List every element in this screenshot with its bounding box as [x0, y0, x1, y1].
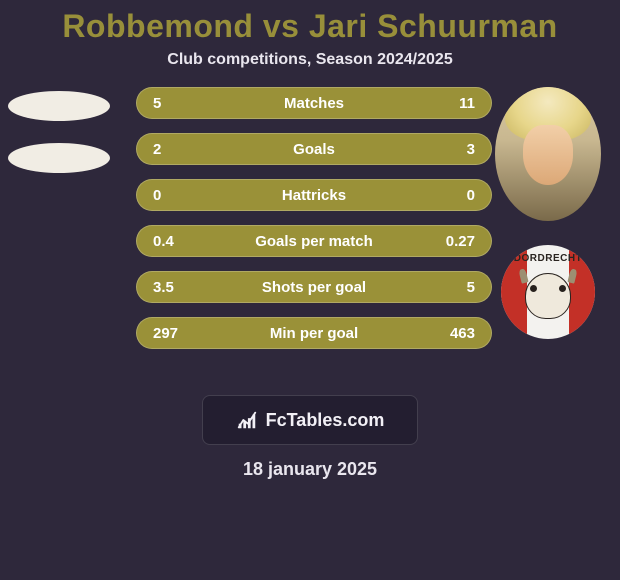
stat-label: Shots per goal	[137, 279, 491, 296]
stat-label: Goals	[137, 141, 491, 158]
page-subtitle: Club competitions, Season 2024/2025	[0, 51, 620, 69]
player-right-column: DORDRECHT	[488, 87, 608, 339]
photo-face	[523, 125, 573, 185]
stat-bar: 5Matches11	[136, 87, 492, 119]
stat-bar: 297Min per goal463	[136, 317, 492, 349]
chart-icon	[236, 409, 258, 431]
crest-eye-right	[559, 285, 566, 292]
stat-bars: 5Matches11 2Goals3 0Hattricks0 0.4Goals per…	[136, 87, 492, 349]
crest-horn-left	[518, 268, 528, 283]
crest-label: DORDRECHT	[514, 253, 582, 264]
comparison-card: Robbemond vs Jari Schuurman Club competi…	[0, 0, 620, 580]
stat-label: Matches	[137, 95, 491, 112]
page-title: Robbemond vs Jari Schuurman	[0, 8, 620, 45]
date-label: 18 january 2025	[243, 459, 377, 480]
club-crest: DORDRECHT	[501, 245, 595, 339]
player-photo	[495, 87, 601, 221]
comparison-arena: 5Matches11 2Goals3 0Hattricks0 0.4Goals per…	[0, 87, 620, 387]
avatar-placeholder-oval	[8, 91, 110, 121]
brand-label: FcTables.com	[266, 410, 385, 431]
club-placeholder-oval	[8, 143, 110, 173]
brand-badge: FcTables.com	[202, 395, 418, 445]
crest-animal	[525, 273, 571, 319]
player-left-placeholder	[8, 91, 118, 195]
crest-eyes	[530, 285, 566, 292]
footer: FcTables.com 18 january 2025	[0, 395, 620, 480]
stat-bar: 3.5Shots per goal5	[136, 271, 492, 303]
stat-label: Goals per match	[137, 233, 491, 250]
crest-eye-left	[530, 285, 537, 292]
stat-bar: 0.4Goals per match0.27	[136, 225, 492, 257]
stat-label: Min per goal	[137, 325, 491, 342]
stat-bar: 0Hattricks0	[136, 179, 492, 211]
stat-label: Hattricks	[137, 187, 491, 204]
stat-bar: 2Goals3	[136, 133, 492, 165]
